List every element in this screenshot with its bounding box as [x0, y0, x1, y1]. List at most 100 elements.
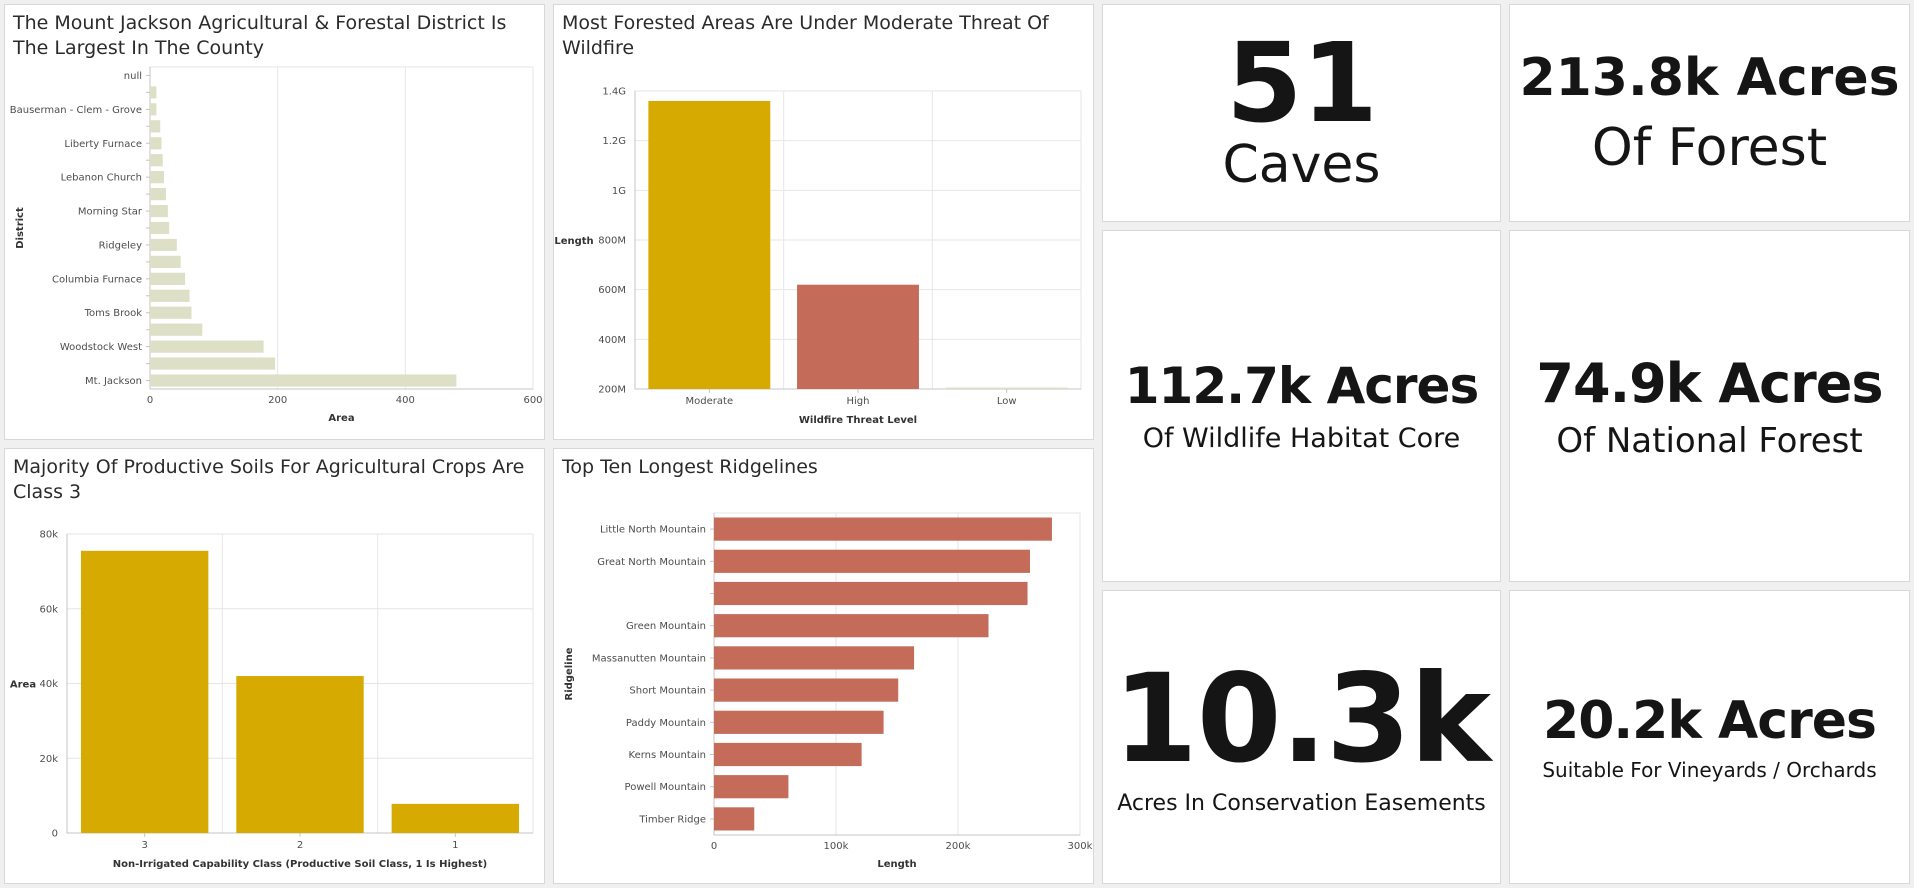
easements-label: Acres In Conservation Easements — [1117, 791, 1486, 816]
soils-category-label: 2 — [297, 840, 303, 851]
ridgelines-category-label: Great North Mountain — [597, 557, 706, 568]
ridgelines-category-label: Timber Ridge — [638, 814, 706, 825]
districts-x-axis-title: Area — [328, 413, 354, 424]
soils-y-tick-label: 0 — [52, 829, 58, 840]
ridgelines-x-tick-label: 0 — [711, 841, 717, 852]
wildfire-y-tick-label: 1.4G — [602, 87, 626, 98]
soils-x-axis-title: Non-Irrigated Capability Class (Producti… — [113, 859, 488, 870]
soils-bar — [80, 550, 209, 833]
ridgelines-bar — [714, 517, 1052, 541]
districts-chart-panel: The Mount Jackson Agricultural & Foresta… — [4, 4, 545, 440]
districts-chart-title: The Mount Jackson Agricultural & Foresta… — [13, 12, 507, 59]
soils-bar — [236, 676, 364, 833]
forest-indicator: 213.8k Acres Of Forest — [1509, 4, 1910, 222]
ridgelines-category-label: Kerns Mountain — [629, 750, 706, 761]
easements-indicator: 10.3k Acres In Conservation Easements — [1102, 590, 1501, 884]
districts-bar — [150, 289, 190, 302]
wildfire-bar — [797, 284, 919, 389]
districts-category-label: null — [124, 71, 142, 82]
soils-chart-panel: Majority Of Productive Soils For Agricul… — [4, 448, 545, 884]
wildfire-category-label: High — [847, 396, 870, 407]
districts-bar — [150, 188, 166, 201]
ridgelines-bar — [714, 581, 1028, 606]
wildfire-chart-panel: Most Forested Areas Are Under Moderate T… — [553, 4, 1094, 440]
easements-value: 10.3k — [1112, 648, 1491, 790]
soils-category-label: 3 — [141, 840, 147, 851]
ridgelines-bar — [714, 549, 1030, 573]
districts-category-label: Mt. Jackson — [85, 376, 142, 387]
districts-bar — [150, 238, 177, 252]
ridgelines-x-tick-label: 300k — [1068, 841, 1093, 852]
districts-category-label: Morning Star — [78, 207, 143, 218]
soils-y-axis-title: Area — [10, 680, 36, 691]
wildfire-category-label: Low — [997, 396, 1017, 407]
forest-label: Of Forest — [1591, 118, 1828, 178]
districts-bar — [150, 272, 186, 285]
ridgelines-category-label: Massanutten Mountain — [592, 653, 706, 664]
districts-bar — [150, 137, 162, 150]
ridgelines-category-label: Short Mountain — [629, 686, 706, 697]
wildfire-y-axis-title: Length — [554, 236, 593, 247]
districts-bar — [150, 221, 170, 235]
ridgelines-category-label: Little North Mountain — [600, 525, 706, 536]
districts-bar — [150, 306, 192, 319]
districts-bar — [150, 340, 264, 353]
soils-y-tick-label: 80k — [39, 530, 58, 541]
ridgelines-x-tick-label: 200k — [946, 841, 971, 852]
districts-x-tick-label: 200 — [268, 395, 287, 406]
national-forest-value: 74.9k Acres — [1536, 352, 1883, 415]
wildfire-y-tick-label: 200M — [598, 385, 626, 396]
districts-category-label: Ridgeley — [99, 240, 143, 251]
ridgelines-category-label: Green Mountain — [626, 621, 706, 632]
caves-value: 51 — [1225, 19, 1378, 147]
soils-chart: 0 20k 40k 60k 80k 3 2 1 Non-Irrigated Capability… — [10, 530, 534, 870]
vineyards-value: 20.2k Acres — [1543, 691, 1877, 751]
soils-category-label: 1 — [452, 840, 458, 851]
districts-category-label: Bauserman - Clem - Grove — [10, 105, 142, 116]
habitat-value: 112.7k Acres — [1124, 357, 1479, 415]
soils-y-tick-label: 60k — [39, 604, 58, 615]
wildfire-category-label: Moderate — [686, 396, 734, 407]
districts-category-label: Columbia Furnace — [52, 274, 142, 285]
wildfire-x-axis-title: Wildfire Threat Level — [799, 415, 917, 426]
ridgelines-chart-panel: Top Ten Longest Ridgelines 0 100k 200k 300k… — [553, 448, 1094, 884]
caves-indicator: 51 Caves — [1102, 4, 1501, 222]
districts-category-label: Woodstock West — [60, 342, 142, 353]
districts-bar — [150, 154, 163, 167]
ridgelines-bar — [714, 775, 789, 799]
districts-bar — [150, 103, 157, 116]
districts-bar — [150, 357, 276, 370]
national-forest-indicator: 74.9k Acres Of National Forest — [1509, 230, 1910, 582]
ridgelines-chart-title: Top Ten Longest Ridgelines — [562, 456, 818, 478]
ridgelines-x-tick-label: 100k — [824, 841, 849, 852]
districts-chart: 0 200 400 600 null Bauserman - Clem - Grove Li… — [10, 66, 543, 424]
habitat-label: Of Wildlife Habitat Core — [1142, 423, 1461, 454]
wildfire-y-tick-label: 1G — [612, 186, 626, 197]
ridgelines-bar — [714, 678, 899, 702]
districts-category-label: Liberty Furnace — [64, 139, 142, 150]
ridgelines-chart: 0 100k 200k 300k Little North Mountain Great … — [564, 512, 1093, 870]
ridgelines-category-label: Powell Mountain — [625, 782, 706, 793]
ridgelines-bar — [714, 710, 884, 734]
national-forest-label: Of National Forest — [1556, 421, 1863, 461]
soils-chart-title: Majority Of Productive Soils For Agricul… — [13, 456, 525, 503]
wildfire-bar — [648, 100, 771, 389]
soils-y-tick-label: 40k — [39, 679, 58, 690]
wildfire-chart-title: Most Forested Areas Are Under Moderate T… — [562, 12, 1049, 59]
ridgelines-x-axis-title: Length — [877, 859, 916, 870]
wildfire-y-tick-label: 400M — [598, 335, 626, 346]
districts-category-label: Lebanon Church — [61, 173, 142, 184]
districts-bar — [150, 255, 181, 268]
ridgelines-bar — [714, 807, 755, 831]
forest-value: 213.8k Acres — [1519, 48, 1900, 108]
ridgelines-bar — [714, 646, 915, 670]
districts-bar — [150, 120, 161, 133]
soils-bar — [391, 803, 520, 833]
districts-x-tick-label: 400 — [396, 395, 415, 406]
ridgelines-bar — [714, 614, 989, 638]
districts-bar — [150, 374, 457, 387]
districts-bar — [150, 86, 157, 99]
ridgelines-bar — [714, 742, 862, 767]
habitat-indicator: 112.7k Acres Of Wildlife Habitat Core — [1102, 230, 1501, 582]
soils-y-tick-label: 20k — [39, 754, 58, 765]
